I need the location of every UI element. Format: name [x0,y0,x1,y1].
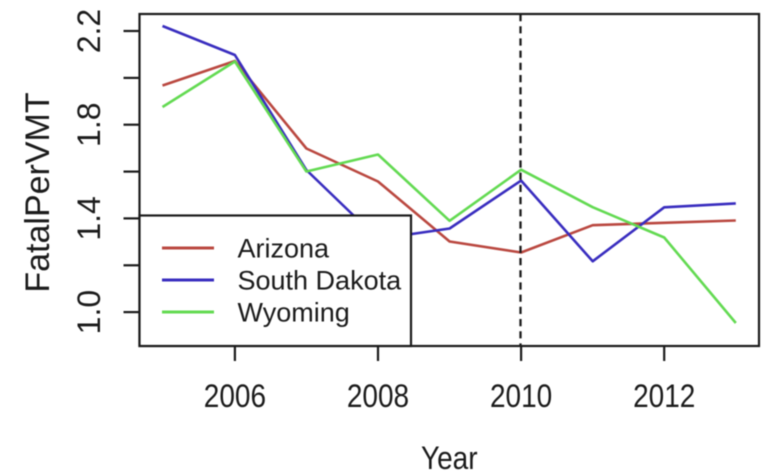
svg-text:1.8: 1.8 [71,102,107,146]
svg-text:2008: 2008 [347,379,409,414]
svg-text:2012: 2012 [633,379,695,414]
svg-text:2006: 2006 [204,379,266,414]
svg-text:1.4: 1.4 [71,196,107,240]
svg-text:Wyoming: Wyoming [238,298,350,328]
svg-text:Year: Year [421,441,478,476]
svg-text:1.0: 1.0 [71,290,107,334]
svg-text:2.2: 2.2 [71,9,107,53]
svg-text:2010: 2010 [490,379,552,414]
svg-text:South Dakota: South Dakota [238,266,403,296]
svg-text:FatalPerVMT: FatalPerVMT [19,92,57,292]
svg-text:Arizona: Arizona [238,234,331,264]
